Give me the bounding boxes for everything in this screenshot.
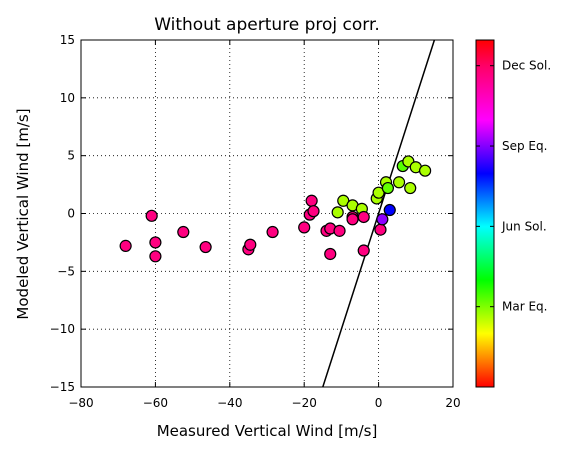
data-point: [346, 213, 359, 226]
x-tick-label: 0: [375, 396, 383, 410]
y-tick-label: 10: [60, 91, 75, 105]
colorbar-tick-label: Mar Eq.: [502, 300, 547, 314]
data-point: [404, 181, 417, 195]
x-tick-label: −60: [143, 396, 168, 410]
y-tick-label: 5: [67, 149, 75, 163]
data-point: [199, 240, 212, 254]
data-point: [298, 221, 311, 234]
y-axis-label: Modeled Vertical Wind [m/s]: [14, 108, 32, 319]
data-point: [374, 223, 387, 236]
data-points: [119, 155, 432, 263]
x-axis-ticks: −80 −60 −40 −20 0 20: [68, 40, 461, 410]
data-point: [392, 176, 406, 189]
data-point: [149, 250, 162, 263]
colorbar-tick-label: Sep Eq.: [502, 139, 547, 153]
data-point: [376, 213, 389, 226]
data-point: [119, 239, 132, 252]
x-tick-label: −80: [68, 396, 93, 410]
x-tick-label: −40: [217, 396, 242, 410]
y-tick-label: −15: [50, 380, 75, 394]
x-tick-label: −20: [292, 396, 317, 410]
data-point: [381, 181, 394, 195]
colorbar-tick-label: Jun Sol.: [501, 219, 547, 233]
colorbar-ticks: Mar Eq. Jun Sol. Sep Eq. Dec Sol.: [476, 59, 551, 314]
colorbar-tick-label: Dec Sol.: [502, 59, 551, 73]
one-to-one-line: [322, 40, 436, 387]
data-point: [305, 194, 318, 207]
data-point: [419, 164, 432, 177]
data-point: [177, 225, 190, 239]
data-point: [383, 203, 396, 217]
y-axis-ticks: −15 −10 −5 0 5 10 15: [50, 33, 453, 394]
y-tick-label: −10: [50, 322, 75, 336]
data-point: [149, 236, 162, 249]
colorbar: [475, 39, 495, 388]
grid-lines: [81, 40, 453, 387]
x-axis-label: Measured Vertical Wind [m/s]: [157, 422, 378, 440]
y-tick-label: 15: [60, 33, 75, 47]
data-point: [266, 225, 279, 239]
reference-line-layer: [322, 40, 436, 387]
data-point: [307, 205, 320, 218]
data-point: [324, 247, 337, 261]
y-tick-label: −5: [57, 264, 75, 278]
data-point: [244, 238, 257, 251]
data-point: [333, 224, 346, 237]
x-tick-label: 20: [445, 396, 460, 410]
chart-title: Without aperture proj corr.: [154, 15, 380, 35]
data-point: [357, 210, 370, 224]
data-point: [145, 209, 158, 222]
y-tick-label: 0: [67, 207, 75, 221]
data-point: [331, 206, 344, 219]
data-point: [357, 244, 370, 257]
